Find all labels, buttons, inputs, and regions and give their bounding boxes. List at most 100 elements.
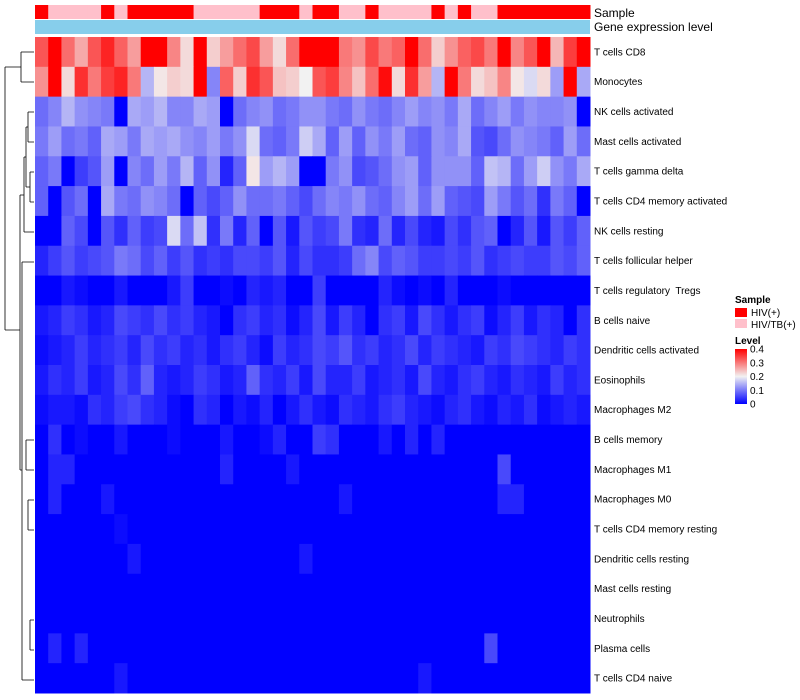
- heatmap-cell: [48, 66, 62, 98]
- heatmap-cell: [457, 275, 472, 306]
- heatmap-cell: [550, 66, 565, 98]
- level-tick-label: 0: [750, 400, 756, 411]
- heatmap-cell: [272, 305, 287, 336]
- heatmap-cell: [246, 305, 261, 336]
- heatmap-cell: [471, 96, 485, 127]
- heatmap-cell: [523, 603, 538, 634]
- heatmap-cell: [576, 633, 591, 664]
- heatmap-cell: [457, 66, 472, 98]
- heatmap-cell: [87, 603, 102, 634]
- heatmap-cell: [35, 245, 49, 277]
- row-label: T cells regulatory Tregs: [594, 286, 701, 297]
- heatmap-cell: [550, 275, 565, 306]
- row-label: T cells gamma delta: [594, 167, 684, 178]
- heatmap-cell: [259, 633, 274, 664]
- heatmap-cell: [325, 126, 340, 157]
- heatmap-cell: [523, 215, 538, 247]
- heatmap-cell: [127, 603, 142, 634]
- legend-label-hiv: HIV(+): [751, 308, 780, 319]
- heatmap-cell: [338, 126, 353, 157]
- sample-annotation-label: Sample: [594, 6, 635, 20]
- heatmap-cell: [523, 66, 538, 98]
- heatmap-cell: [206, 305, 221, 336]
- heatmap-cell: [48, 305, 62, 336]
- heatmap-cell: [484, 186, 498, 217]
- heatmap-cell: [140, 514, 155, 545]
- heatmap-cell: [180, 96, 195, 127]
- heatmap-cell: [286, 66, 300, 98]
- heatmap-cell: [471, 603, 485, 634]
- legend-swatch-hiv: [735, 308, 747, 317]
- heatmap-cell: [153, 484, 168, 515]
- heatmap-cell: [101, 633, 115, 664]
- heatmap-cell: [484, 66, 498, 98]
- heatmap-cell: [471, 573, 485, 605]
- heatmap-cell: [365, 424, 380, 455]
- heatmap-cell: [510, 245, 525, 277]
- heatmap-cell: [352, 365, 366, 396]
- heatmap-cell: [484, 394, 498, 426]
- heatmap-cell: [352, 37, 366, 68]
- heatmap-cell: [233, 663, 247, 694]
- heatmap-cell: [61, 573, 76, 605]
- heatmap-cell: [431, 484, 446, 515]
- heatmap-cell: [444, 275, 459, 306]
- sample-cell: [563, 5, 578, 19]
- heatmap-cell: [352, 454, 366, 485]
- row-label: Dendritic cells resting: [594, 554, 689, 565]
- heatmap-cell: [457, 633, 472, 664]
- heatmap-cell: [140, 454, 155, 485]
- heatmap-cell: [338, 514, 353, 545]
- heatmap-cell: [286, 365, 300, 396]
- heatmap-cell: [365, 66, 380, 98]
- heatmap-cell: [563, 275, 578, 306]
- heatmap-cell: [418, 37, 432, 68]
- heatmap-cell: [246, 245, 261, 277]
- heatmap-cell: [471, 335, 485, 366]
- heatmap-cell: [550, 96, 565, 127]
- heatmap-cell: [457, 335, 472, 366]
- heatmap-cell: [497, 156, 512, 187]
- heatmap-cell: [431, 335, 446, 366]
- heatmap-cell: [74, 96, 89, 127]
- heatmap-cell: [220, 663, 234, 694]
- heatmap-cell: [471, 126, 485, 157]
- heatmap-cell: [61, 186, 76, 217]
- heatmap-cell: [74, 126, 89, 157]
- heatmap-cell: [365, 156, 380, 187]
- heatmap-cell: [537, 275, 551, 306]
- heatmap-cell: [299, 186, 313, 217]
- heatmap-cell: [352, 543, 366, 575]
- heatmap-cell: [563, 126, 578, 157]
- heatmap-cell: [299, 215, 313, 247]
- heatmap-cell: [312, 663, 327, 694]
- heatmap-cell: [391, 365, 406, 396]
- heatmap-cell: [167, 454, 181, 485]
- heatmap-cell: [153, 663, 168, 694]
- heatmap-cell: [61, 424, 76, 455]
- heatmap-cell: [220, 156, 234, 187]
- heatmap-cell: [378, 663, 393, 694]
- heatmap-cell: [193, 305, 208, 336]
- heatmap-cell: [457, 126, 472, 157]
- heatmap-cell: [220, 37, 234, 68]
- heatmap-cell: [233, 335, 247, 366]
- heatmap-cell: [576, 424, 591, 455]
- heatmap-cell: [444, 454, 459, 485]
- sample-cell: [259, 5, 274, 19]
- heatmap-cell: [510, 335, 525, 366]
- row-label: Plasma cells: [594, 644, 650, 655]
- heatmap-cell: [312, 603, 327, 634]
- heatmap-cell: [457, 156, 472, 187]
- heatmap-cell: [444, 484, 459, 515]
- heatmap-cell: [431, 245, 446, 277]
- heatmap-cell: [61, 514, 76, 545]
- heatmap-cell: [272, 484, 287, 515]
- heatmap-cell: [259, 305, 274, 336]
- heatmap-cell: [153, 543, 168, 575]
- heatmap-cell: [484, 424, 498, 455]
- heatmap-cell: [193, 484, 208, 515]
- heatmap-cell: [484, 305, 498, 336]
- heatmap-cell: [352, 663, 366, 694]
- heatmap-cell: [378, 633, 393, 664]
